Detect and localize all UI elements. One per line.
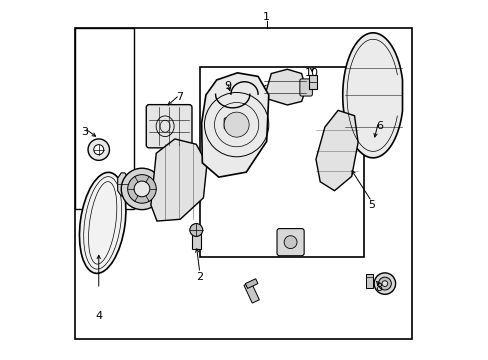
Polygon shape bbox=[201, 73, 268, 177]
Text: 9: 9 bbox=[224, 81, 230, 91]
FancyBboxPatch shape bbox=[299, 79, 312, 96]
Circle shape bbox=[134, 181, 149, 197]
Text: 8: 8 bbox=[374, 283, 381, 293]
Circle shape bbox=[94, 145, 103, 155]
FancyBboxPatch shape bbox=[146, 105, 192, 148]
Bar bbox=[192, 230, 200, 249]
Polygon shape bbox=[342, 33, 402, 158]
Circle shape bbox=[381, 281, 387, 287]
Polygon shape bbox=[366, 274, 372, 288]
Text: 2: 2 bbox=[196, 272, 203, 282]
Text: 10: 10 bbox=[304, 68, 318, 78]
Circle shape bbox=[284, 236, 296, 249]
Bar bbox=[200, 67, 364, 257]
FancyBboxPatch shape bbox=[223, 92, 242, 114]
Circle shape bbox=[373, 273, 395, 294]
Circle shape bbox=[121, 168, 163, 210]
Text: 4: 4 bbox=[95, 311, 102, 321]
Polygon shape bbox=[315, 111, 357, 191]
Circle shape bbox=[88, 139, 109, 160]
Polygon shape bbox=[264, 69, 305, 105]
Bar bbox=[308, 75, 316, 89]
Text: 7: 7 bbox=[176, 92, 183, 102]
Text: 1: 1 bbox=[263, 13, 269, 22]
Text: 5: 5 bbox=[367, 200, 374, 210]
Bar bbox=[75, 28, 134, 208]
Polygon shape bbox=[151, 139, 206, 221]
Bar bbox=[75, 28, 411, 339]
FancyBboxPatch shape bbox=[224, 118, 241, 129]
Polygon shape bbox=[244, 282, 259, 303]
Circle shape bbox=[378, 277, 390, 290]
Circle shape bbox=[189, 224, 203, 237]
Text: 6: 6 bbox=[375, 121, 382, 131]
Text: 3: 3 bbox=[81, 127, 88, 137]
Circle shape bbox=[224, 112, 248, 137]
Ellipse shape bbox=[80, 172, 125, 273]
Polygon shape bbox=[118, 173, 128, 196]
Polygon shape bbox=[245, 279, 258, 288]
FancyBboxPatch shape bbox=[276, 229, 304, 256]
Circle shape bbox=[127, 175, 156, 203]
